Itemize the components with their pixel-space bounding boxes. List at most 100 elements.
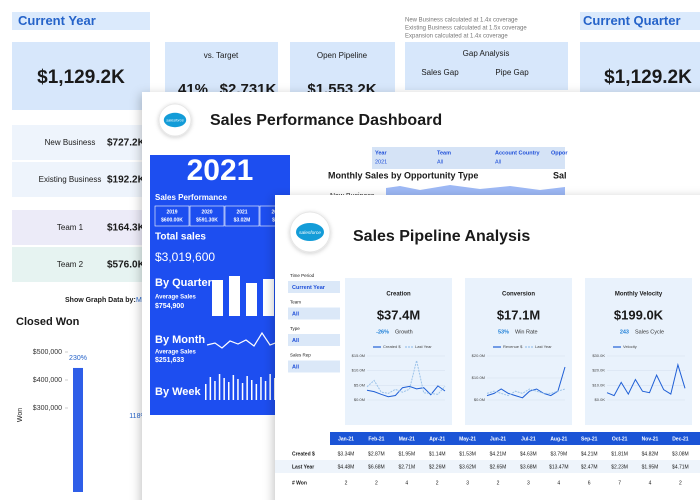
filter-label: Sales Rep bbox=[290, 353, 311, 358]
column-header: Dec-21 bbox=[672, 436, 689, 442]
kpi-title: Creation bbox=[386, 292, 411, 298]
panel-value: $754,900 bbox=[155, 303, 184, 310]
kpi-box bbox=[405, 42, 568, 90]
cell: $4.71M bbox=[672, 464, 689, 470]
cell: $1.95M bbox=[642, 464, 659, 470]
decor-bar bbox=[229, 276, 240, 316]
column-header: Sep-21 bbox=[581, 436, 598, 442]
cell: $2.23M bbox=[611, 464, 628, 470]
filter-value: All bbox=[292, 338, 300, 344]
decor-bar bbox=[228, 382, 230, 400]
decor-bar bbox=[246, 283, 257, 316]
column-header: May-21 bbox=[459, 436, 476, 442]
kpi-change-label: Win Rate bbox=[515, 329, 538, 335]
row-box bbox=[12, 162, 150, 197]
series-line bbox=[486, 388, 566, 397]
cell: $4.21M bbox=[581, 451, 598, 457]
decor-bar bbox=[218, 374, 221, 400]
series-line bbox=[366, 360, 446, 395]
panel-heading: By Week bbox=[155, 386, 202, 398]
column-header: Jul-21 bbox=[521, 436, 536, 442]
row-label: # Won bbox=[292, 480, 307, 486]
section-title: Current Year bbox=[18, 13, 96, 28]
row-label: Existing Business bbox=[39, 175, 102, 184]
decor-bar bbox=[274, 378, 276, 400]
kpi-value: $1,129.2K bbox=[37, 67, 125, 88]
kpi-change-label: Sales Cycle bbox=[635, 329, 664, 335]
kpi-title: Monthly Velocity bbox=[615, 292, 663, 298]
cell: 3 bbox=[527, 480, 530, 486]
filter-label: Time Period bbox=[290, 273, 315, 278]
column-header: Nov-21 bbox=[642, 436, 659, 442]
legend-label: Revenue $ bbox=[503, 344, 523, 349]
row-label: Team 1 bbox=[57, 223, 84, 232]
y-tick-label: $10.0M bbox=[472, 375, 485, 380]
logo-text: salesforce bbox=[166, 119, 183, 123]
y-tick-label: $15.0M bbox=[352, 353, 365, 358]
kpi-label: Pipe Gap bbox=[495, 68, 529, 77]
year-title: 2021 bbox=[187, 154, 254, 187]
note: Existing Business calculated at 1.5x cov… bbox=[405, 26, 527, 32]
kpi-value: $37.4M bbox=[377, 307, 420, 322]
annotation: 118% bbox=[129, 413, 146, 420]
cell: 4 bbox=[557, 480, 560, 486]
column-header: Aug-21 bbox=[550, 436, 567, 442]
cell: $4.82M bbox=[642, 451, 659, 457]
decor-bar bbox=[241, 383, 244, 400]
column-header: Mar-21 bbox=[399, 436, 415, 442]
cell: $4.63M bbox=[520, 451, 537, 457]
decor-bar bbox=[263, 279, 274, 316]
cell: $3.62M bbox=[459, 464, 476, 470]
decor-line bbox=[206, 331, 287, 351]
cell: $1.95M bbox=[398, 451, 415, 457]
legend-label: Last Year bbox=[535, 344, 552, 349]
cell: 6 bbox=[588, 480, 591, 486]
table-header bbox=[330, 432, 700, 445]
column-header: Apr-21 bbox=[429, 436, 445, 442]
axis-label: Won bbox=[17, 408, 24, 422]
bar bbox=[73, 367, 83, 492]
filter-box bbox=[288, 360, 340, 373]
chart-title: Closed Won bbox=[16, 316, 80, 328]
series-line bbox=[606, 362, 686, 397]
decor-bar bbox=[232, 375, 235, 400]
kpi-label: Gap Analysis bbox=[463, 49, 510, 58]
kpi-value: $17.1M bbox=[497, 307, 540, 322]
filter-value: Current Year bbox=[292, 285, 326, 291]
panel-label: Average Sales bbox=[155, 295, 196, 301]
kpi-box bbox=[12, 42, 150, 110]
filter-label: Team bbox=[290, 300, 301, 305]
row-value: $576.0K bbox=[107, 260, 146, 271]
decor-bar bbox=[269, 374, 271, 400]
cell: 4 bbox=[649, 480, 652, 486]
row-label: New Business bbox=[45, 138, 96, 147]
cell: 2 bbox=[497, 480, 500, 486]
year-value: $3.02M bbox=[234, 217, 251, 223]
cell: 4 bbox=[405, 480, 408, 486]
cell: 7 bbox=[618, 480, 621, 486]
cell: $2.65M bbox=[490, 464, 507, 470]
decor-bar bbox=[251, 380, 253, 400]
kpi-label: vs. Target bbox=[204, 51, 239, 60]
row-value: $192.2K bbox=[107, 175, 146, 186]
cell: $3.08M bbox=[672, 451, 689, 457]
series-line bbox=[486, 366, 566, 399]
note: Expansion calculated at 1.4x coverage bbox=[405, 34, 508, 40]
year-label: 2021 bbox=[236, 209, 247, 215]
year-value: $600.00K bbox=[161, 217, 183, 223]
panel-heading: By Month bbox=[155, 334, 205, 346]
filter-label: Account Country bbox=[495, 150, 541, 156]
filter-box bbox=[288, 307, 340, 320]
filter-label: Type bbox=[290, 326, 300, 331]
filter-box bbox=[288, 334, 340, 346]
filter-label: Oppor bbox=[551, 150, 568, 156]
row-value: $727.2K bbox=[107, 138, 146, 149]
logo-text: salesforce bbox=[299, 230, 321, 236]
cell: $4.21M bbox=[490, 451, 507, 457]
header-bar bbox=[12, 12, 150, 30]
cell: $2.26M bbox=[429, 464, 446, 470]
row-label: Last Year bbox=[292, 464, 314, 470]
cell: $3.79M bbox=[550, 451, 567, 457]
kpi-card bbox=[465, 278, 572, 425]
